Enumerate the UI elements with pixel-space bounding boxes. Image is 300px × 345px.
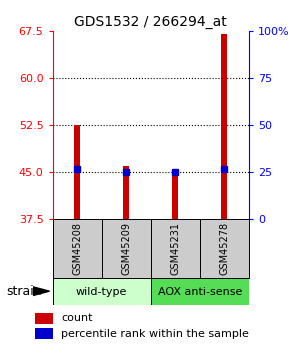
Bar — [35, 328, 53, 339]
Text: count: count — [61, 313, 93, 323]
Bar — [221, 34, 227, 219]
Bar — [151, 219, 200, 278]
Text: percentile rank within the sample: percentile rank within the sample — [61, 329, 249, 339]
Polygon shape — [33, 287, 50, 296]
Bar — [151, 278, 249, 305]
Title: GDS1532 / 266294_at: GDS1532 / 266294_at — [74, 14, 227, 29]
Text: wild-type: wild-type — [76, 287, 127, 296]
Bar — [52, 278, 151, 305]
Text: GSM45231: GSM45231 — [170, 222, 180, 275]
Text: GSM45278: GSM45278 — [219, 222, 230, 275]
Text: GSM45208: GSM45208 — [72, 222, 82, 275]
Bar — [172, 175, 178, 219]
Bar — [123, 166, 129, 219]
Bar — [74, 125, 80, 219]
Text: GSM45209: GSM45209 — [121, 222, 131, 275]
Bar — [35, 313, 53, 324]
Text: strain: strain — [6, 285, 42, 298]
Bar — [200, 219, 249, 278]
Bar — [102, 219, 151, 278]
Text: AOX anti-sense: AOX anti-sense — [158, 287, 242, 296]
Bar — [52, 219, 102, 278]
